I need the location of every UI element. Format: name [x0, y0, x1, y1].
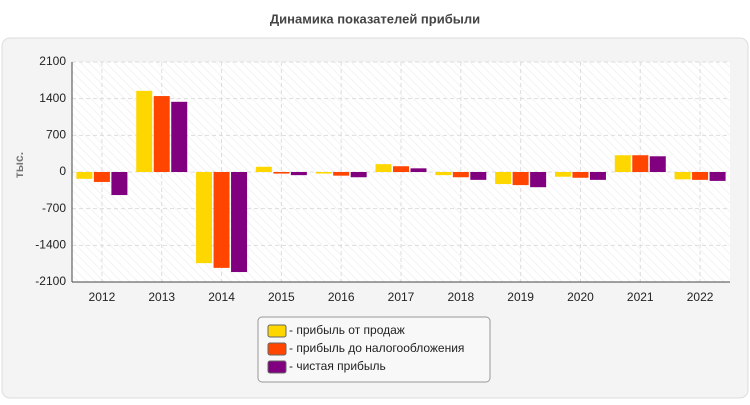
bar: [196, 172, 213, 264]
legend-label: - прибыль от продаж: [289, 323, 405, 337]
bar: [410, 168, 427, 172]
x-tick-label: 2017: [388, 290, 415, 304]
legend-swatch: [267, 360, 287, 374]
legend-label: - чистая прибыль: [289, 359, 386, 373]
bar: [375, 164, 392, 172]
bar: [213, 172, 230, 268]
bar: [470, 172, 487, 180]
bar: [333, 172, 350, 176]
x-tick-label: 2015: [268, 290, 295, 304]
y-tick-label: 0: [59, 164, 66, 178]
x-tick-label: 2022: [687, 290, 714, 304]
y-tick-label: -700: [42, 201, 66, 215]
legend-box: [257, 316, 491, 383]
bar: [171, 101, 188, 172]
bar: [674, 172, 691, 180]
bar: [93, 172, 110, 182]
bar: [632, 155, 649, 172]
bar: [435, 172, 452, 176]
bar: [589, 172, 606, 180]
y-tick-label: 2100: [39, 54, 66, 68]
bar: [76, 172, 93, 179]
chart-title: Динамика показателей прибыли: [270, 11, 480, 26]
legend-label: - прибыль до налогообложения: [289, 341, 464, 355]
bar: [273, 172, 290, 174]
bar: [495, 172, 512, 185]
bar: [692, 172, 709, 180]
x-tick-label: 2020: [567, 290, 594, 304]
legend-swatch: [267, 324, 287, 338]
x-tick-label: 2018: [447, 290, 474, 304]
x-tick-label: 2016: [328, 290, 355, 304]
bar: [530, 172, 547, 188]
bar: [290, 172, 307, 176]
y-tick-label: 1400: [39, 91, 66, 105]
bar: [255, 166, 272, 172]
bar: [709, 172, 726, 181]
x-tick-label: 2021: [627, 290, 654, 304]
bar: [572, 172, 589, 178]
bar: [153, 96, 170, 172]
legend-swatch: [267, 342, 287, 356]
bar: [649, 156, 666, 172]
bar: [452, 172, 469, 178]
bar: [136, 90, 153, 172]
x-tick-label: 2014: [208, 290, 235, 304]
bar: [350, 172, 367, 178]
x-tick-label: 2019: [507, 290, 534, 304]
y-tick-label: -1400: [35, 238, 66, 252]
bar: [512, 172, 529, 186]
y-tick-label: -2100: [35, 274, 66, 288]
bar: [111, 172, 128, 196]
bar: [614, 155, 631, 172]
bar: [393, 166, 409, 172]
y-axis-label: тыс.: [12, 152, 26, 178]
x-tick-label: 2012: [89, 290, 116, 304]
bar: [315, 172, 332, 174]
x-tick-label: 2013: [148, 290, 175, 304]
y-tick-label: 700: [46, 128, 66, 142]
bar: [231, 172, 248, 273]
bar: [554, 172, 571, 177]
